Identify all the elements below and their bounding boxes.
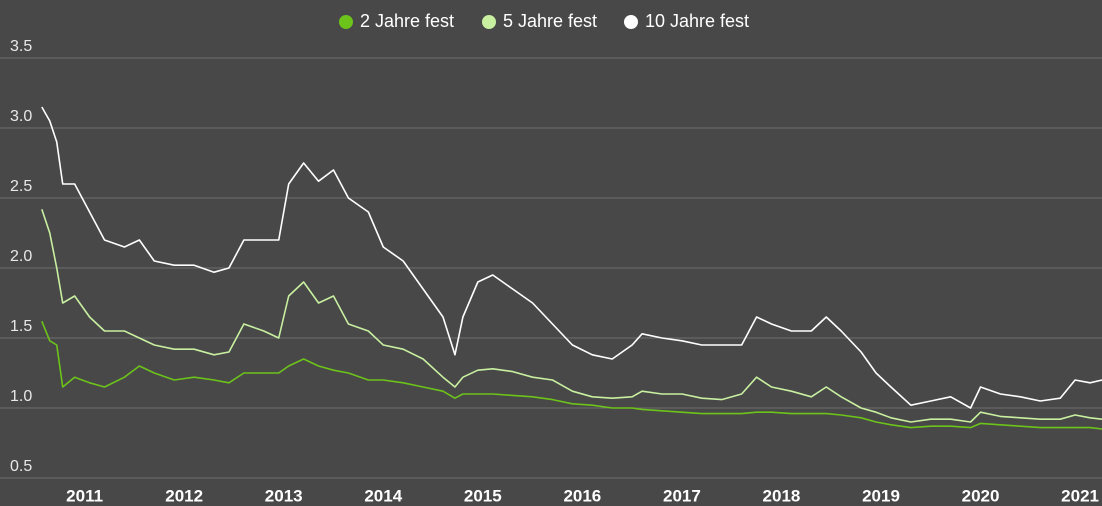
x-tick-label: 2012 (165, 486, 203, 505)
series-line (41, 208, 1102, 423)
legend-marker (339, 15, 353, 29)
x-tick-label: 2016 (563, 486, 601, 505)
x-tick-label: 2017 (663, 486, 701, 505)
legend-label: 2 Jahre fest (360, 11, 454, 31)
x-tick-label: 2015 (464, 486, 502, 505)
y-tick-label: 3.0 (10, 108, 32, 125)
legend-marker (624, 15, 638, 29)
legend-label: 10 Jahre fest (645, 11, 749, 31)
x-tick-label: 2019 (862, 486, 900, 505)
x-tick-label: 2013 (265, 486, 303, 505)
series-line (41, 106, 1102, 409)
legend-label: 5 Jahre fest (503, 11, 597, 31)
y-tick-label: 1.0 (10, 388, 32, 405)
y-tick-label: 2.0 (10, 248, 32, 265)
x-tick-label: 2018 (763, 486, 801, 505)
series-line (41, 320, 1102, 430)
x-tick-label: 2021 (1061, 486, 1099, 505)
y-tick-label: 3.5 (10, 38, 32, 55)
legend-marker (482, 15, 496, 29)
y-tick-label: 1.5 (10, 318, 32, 335)
y-tick-label: 2.5 (10, 178, 32, 195)
x-tick-label: 2011 (66, 486, 103, 505)
x-tick-label: 2020 (962, 486, 1000, 505)
y-tick-label: 0.5 (10, 458, 32, 475)
x-tick-label: 2014 (364, 486, 402, 505)
